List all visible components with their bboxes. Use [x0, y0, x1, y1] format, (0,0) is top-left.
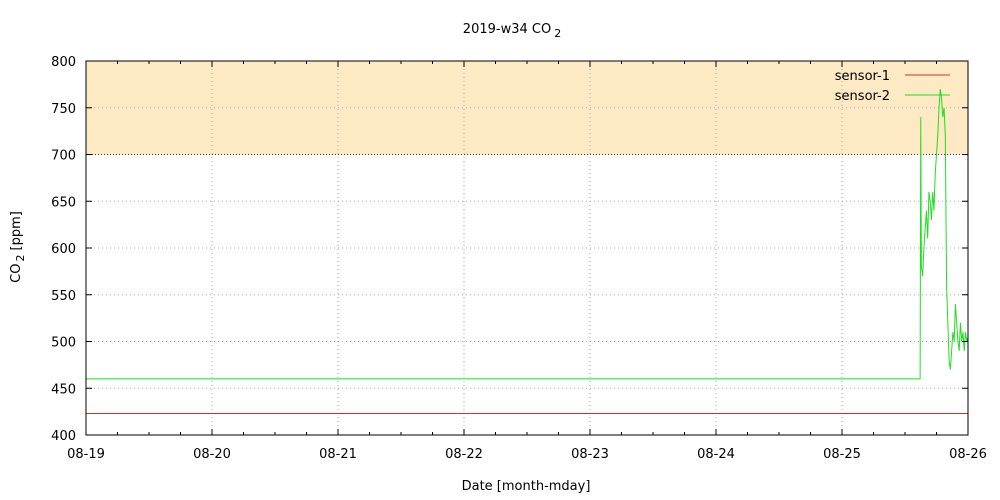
y-tick-label: 650 [51, 195, 76, 210]
y-tick-label: 800 [51, 55, 76, 70]
series-layer [86, 88, 969, 414]
legend-label-sensor-2: sensor-2 [835, 89, 890, 104]
x-tick-label: 08-20 [193, 447, 231, 462]
x-axis-label: Date [month-mday] [462, 479, 591, 494]
x-tick-label: 08-25 [823, 447, 861, 462]
x-tick-label: 08-19 [67, 447, 105, 462]
x-tick-label: 08-21 [319, 447, 357, 462]
y-axis-label: CO2[ppm] [9, 211, 27, 283]
y-tick-label: 450 [51, 382, 76, 397]
grid-layer [86, 61, 968, 435]
y-tick-label: 550 [51, 289, 76, 304]
y-tick-label: 600 [51, 242, 76, 257]
y-tick-label: 750 [51, 102, 76, 117]
x-tick-label: 08-23 [571, 447, 609, 462]
x-tick-label: 08-22 [445, 447, 483, 462]
legend-label-sensor-1: sensor-1 [835, 69, 890, 84]
legend: sensor-1 sensor-2 [835, 69, 950, 104]
series-line-sensor-2 [86, 88, 969, 380]
x-tick-label: 08-26 [949, 447, 987, 462]
y-tick-label: 500 [51, 336, 76, 351]
tick-layer: 400 450 500 550 600 650 700 750 800 08-19 08-20 08-… [51, 55, 987, 462]
x-tick-label: 08-24 [697, 447, 735, 462]
chart-title: 2019-w34 CO 2 [463, 22, 561, 40]
y-tick-label: 400 [51, 429, 76, 444]
y-tick-label: 700 [51, 149, 76, 164]
